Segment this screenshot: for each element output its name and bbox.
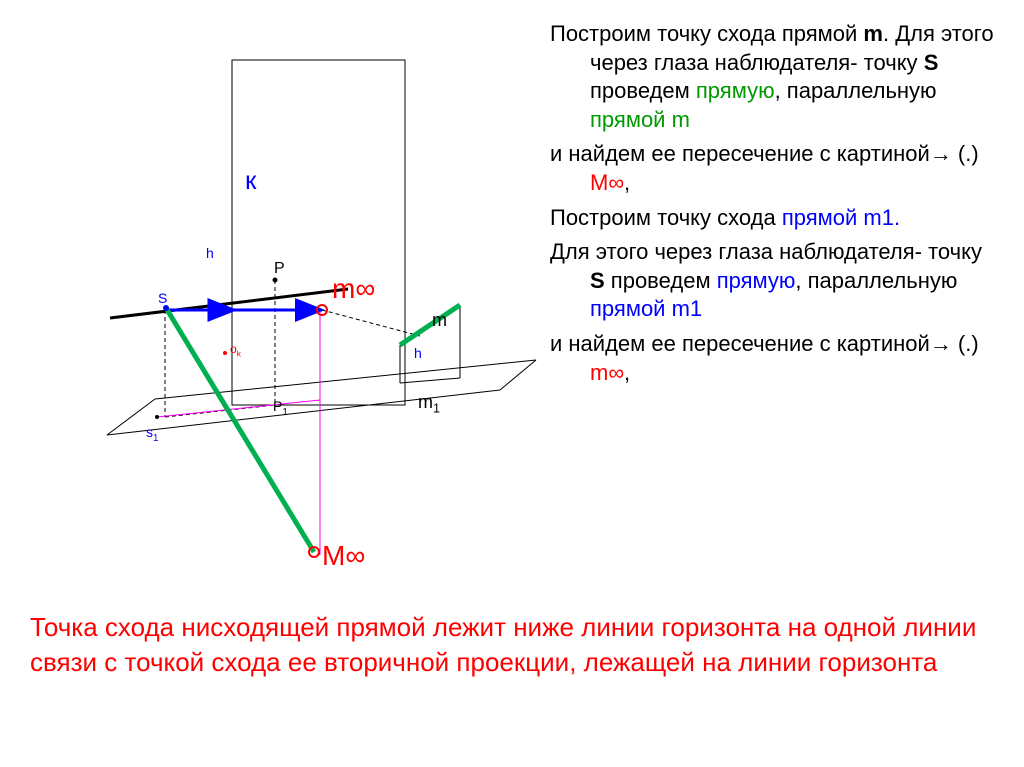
paragraph-3: Построим точку схода прямой m1. [550,204,994,233]
label-h_left: h [206,245,214,261]
perspective-diagram: к h h S P P1 s1 оk m∞ m m1 М∞ [0,0,550,570]
label-P: P [274,260,285,278]
paragraph-2: и найдем ее пересечение с картиной→ (.) … [550,140,994,197]
conclusion-text: Точка схода нисходящей прямой лежит ниже… [30,610,990,680]
paragraph-4: Для этого через глаза наблюдателя- точку… [550,238,994,324]
paragraph-1: Построим точку схода прямой m. Для этого… [550,20,994,134]
label-P1: P1 [273,398,288,418]
label-m: m [432,310,447,331]
label-k: к [245,165,256,196]
label-m1: m1 [418,392,440,416]
paragraph-5: и найдем ее пересечение с картиной→ (.) … [550,330,994,387]
explanation-text: Построим точку схода прямой m. Для этого… [550,0,1024,570]
label-S: S [158,290,167,306]
label-m_inf: m∞ [332,273,375,305]
diagram-svg [0,0,550,600]
label-ok: оk [230,342,241,358]
label-h_right: h [414,345,422,361]
label-s1: s1 [146,424,158,444]
label-M_inf: М∞ [322,540,365,572]
